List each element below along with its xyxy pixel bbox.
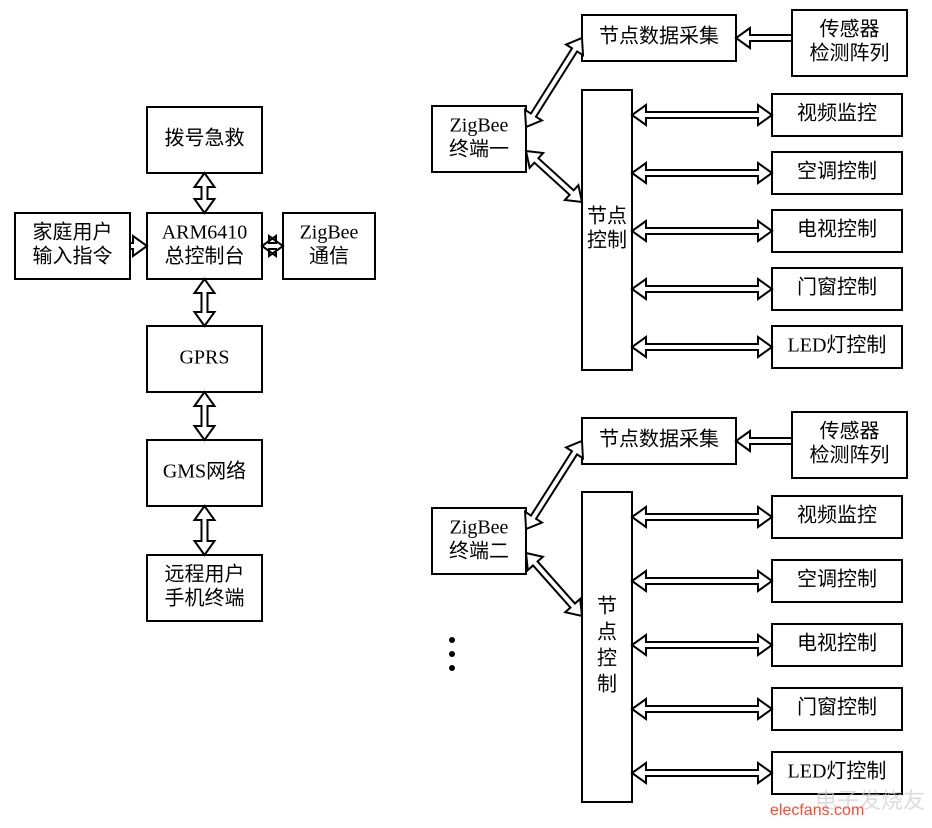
box-emergency: 拨号急救 — [147, 107, 262, 173]
svg-text:门窗控制: 门窗控制 — [797, 696, 877, 719]
svg-text:ZigBee: ZigBee — [450, 115, 509, 137]
single-arrow-right — [130, 236, 147, 256]
box-item-2-1: 空调控制 — [772, 560, 902, 602]
double-arrow-v — [195, 506, 215, 555]
box-item-1-3: 门窗控制 — [772, 268, 902, 310]
box-zigbee-terminal-2: ZigBee终端二 — [432, 508, 526, 574]
svg-text:终端一: 终端一 — [449, 138, 509, 161]
box-user-input: 家庭用户输入指令 — [15, 213, 130, 279]
box-node-ctrl-1: 节点控制 — [582, 90, 632, 370]
diag-arrow — [525, 38, 583, 127]
svg-text:传感器: 传感器 — [820, 18, 880, 41]
double-arrow-h — [632, 507, 772, 527]
box-zigbee-terminal-1: ZigBee终端一 — [432, 106, 526, 172]
svg-text:终端二: 终端二 — [449, 540, 509, 563]
svg-text:电视控制: 电视控制 — [797, 218, 877, 241]
svg-text:ZigBee: ZigBee — [450, 517, 509, 539]
double-arrow-h — [632, 337, 772, 357]
ellipsis-dot — [449, 651, 455, 657]
diag-arrow — [526, 151, 582, 202]
svg-text:空调控制: 空调控制 — [797, 568, 877, 591]
box-node-collect-2: 节点数据采集 — [582, 418, 736, 464]
svg-text:空调控制: 空调控制 — [797, 160, 877, 183]
diag-arrow — [526, 553, 582, 616]
box-sensor-1: 传感器检测阵列 — [792, 10, 907, 76]
svg-text:节点数据采集: 节点数据采集 — [599, 428, 719, 451]
box-item-1-0: 视频监控 — [772, 94, 902, 136]
double-arrow-h — [262, 236, 283, 256]
box-item-2-2: 电视控制 — [772, 624, 902, 666]
svg-text:通信: 通信 — [309, 245, 349, 268]
svg-text:拨号急救: 拨号急救 — [165, 127, 245, 150]
svg-text:传感器: 传感器 — [820, 420, 880, 443]
ellipsis-dot — [449, 665, 455, 671]
svg-text:GPRS: GPRS — [179, 347, 229, 369]
double-arrow-h — [632, 163, 772, 183]
box-item-1-1: 空调控制 — [772, 152, 902, 194]
svg-text:ZigBee: ZigBee — [300, 222, 359, 244]
box-gms: GMS网络 — [147, 440, 262, 506]
double-arrow-h — [632, 763, 772, 783]
double-arrow-v — [195, 279, 215, 326]
svg-text:家庭用户: 家庭用户 — [33, 221, 113, 244]
double-arrow-h — [632, 635, 772, 655]
svg-text:输入指令: 输入指令 — [33, 245, 113, 268]
svg-text:节: 节 — [597, 595, 617, 618]
svg-text:手机终端: 手机终端 — [165, 587, 245, 610]
svg-text:视频监控: 视频监控 — [797, 504, 877, 527]
box-node-ctrl-2: 节点控制 — [582, 492, 632, 802]
box-item-1-2: 电视控制 — [772, 210, 902, 252]
box-node-collect-1: 节点数据采集 — [582, 15, 736, 61]
svg-text:总控制台: 总控制台 — [165, 245, 245, 268]
svg-text:控制: 控制 — [587, 229, 627, 252]
double-arrow-v — [195, 173, 215, 213]
svg-text:门窗控制: 门窗控制 — [797, 276, 877, 299]
svg-text:电视控制: 电视控制 — [797, 632, 877, 655]
box-item-2-3: 门窗控制 — [772, 688, 902, 730]
single-arrow-left — [736, 28, 792, 48]
svg-text:检测阵列: 检测阵列 — [810, 444, 890, 467]
box-item-2-0: 视频监控 — [772, 496, 902, 538]
svg-text:检测阵列: 检测阵列 — [810, 42, 890, 65]
double-arrow-v — [195, 392, 215, 440]
double-arrow-h — [632, 105, 772, 125]
svg-text:GMS网络: GMS网络 — [163, 460, 246, 483]
box-sensor-2: 传感器检测阵列 — [792, 412, 907, 478]
watermark-red: elecfans.com — [770, 802, 864, 819]
box-item-1-4: LED灯控制 — [772, 326, 902, 368]
ellipsis-dot — [449, 637, 455, 643]
double-arrow-h — [632, 279, 772, 299]
svg-text:控: 控 — [597, 647, 617, 670]
box-gprs: GPRS — [147, 326, 262, 392]
svg-text:LED灯控制: LED灯控制 — [788, 334, 887, 357]
single-arrow-left — [736, 431, 792, 451]
double-arrow-h — [632, 221, 772, 241]
box-remote: 远程用户手机终端 — [147, 555, 262, 621]
double-arrow-h — [632, 699, 772, 719]
svg-text:点: 点 — [597, 621, 617, 644]
double-arrow-h — [632, 571, 772, 591]
box-arm: ARM6410总控制台 — [147, 213, 262, 279]
svg-text:节点: 节点 — [587, 205, 627, 228]
svg-text:节点数据采集: 节点数据采集 — [599, 25, 719, 48]
diag-arrow — [525, 441, 583, 529]
svg-text:远程用户: 远程用户 — [165, 563, 245, 586]
svg-text:LED灯控制: LED灯控制 — [788, 760, 887, 783]
svg-text:ARM6410: ARM6410 — [162, 222, 248, 244]
svg-text:视频监控: 视频监控 — [797, 102, 877, 125]
box-zigbee-comm: ZigBee通信 — [283, 213, 375, 279]
svg-text:制: 制 — [597, 673, 617, 696]
